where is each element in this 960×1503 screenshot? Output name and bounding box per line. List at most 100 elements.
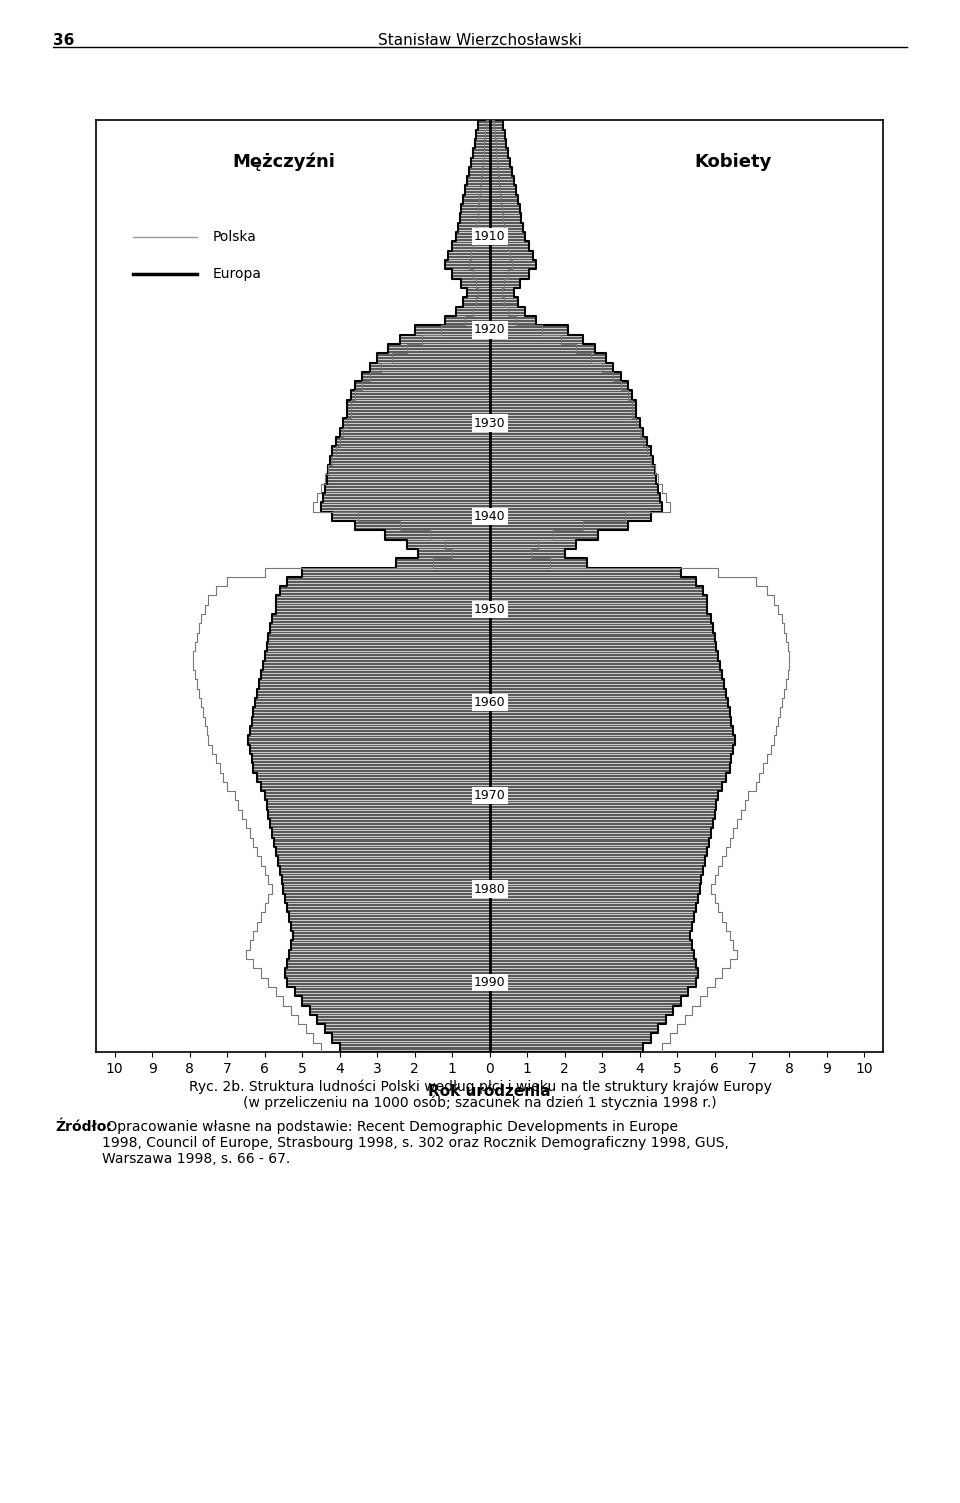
Bar — [490, 428, 643, 437]
Bar — [407, 540, 490, 549]
Text: (w przeliczeniu na 1000 osób; szacunek na dzień 1 stycznia 1998 r.): (w przeliczeniu na 1000 osób; szacunek n… — [243, 1096, 717, 1111]
Bar — [485, 129, 490, 138]
Bar — [490, 903, 718, 912]
Bar — [348, 400, 490, 409]
Bar — [490, 195, 501, 204]
Bar — [490, 996, 700, 1006]
X-axis label: Rok urodzenia: Rok urodzenia — [428, 1084, 551, 1099]
Bar — [490, 1024, 677, 1034]
Bar — [344, 418, 490, 428]
Text: Kobiety: Kobiety — [695, 153, 772, 171]
Bar — [452, 269, 490, 278]
Bar — [204, 604, 490, 615]
Bar — [490, 335, 584, 344]
Bar — [490, 231, 525, 242]
Bar — [472, 307, 490, 316]
Bar — [490, 633, 714, 642]
Bar — [490, 875, 702, 884]
Bar — [265, 866, 490, 875]
Bar — [433, 558, 490, 568]
Bar — [299, 1015, 490, 1024]
Bar — [490, 428, 639, 437]
Bar — [490, 437, 643, 446]
Bar — [490, 828, 710, 837]
Bar — [490, 464, 655, 475]
Bar — [197, 679, 490, 688]
Bar — [313, 502, 490, 511]
Bar — [490, 455, 651, 464]
Bar — [478, 213, 490, 222]
Bar — [212, 744, 490, 755]
Text: 1910: 1910 — [474, 230, 505, 243]
Bar — [348, 418, 490, 428]
Bar — [490, 278, 519, 289]
Bar — [490, 624, 784, 633]
Bar — [490, 1006, 692, 1015]
Bar — [340, 428, 490, 437]
Bar — [490, 679, 724, 688]
Bar — [194, 661, 490, 670]
Bar — [216, 755, 490, 764]
Bar — [490, 242, 529, 251]
Bar — [490, 289, 514, 298]
Bar — [490, 335, 561, 344]
Bar — [490, 269, 509, 278]
Bar — [490, 661, 720, 670]
Bar — [250, 726, 490, 735]
Text: 1980: 1980 — [473, 882, 506, 896]
Bar — [324, 1024, 490, 1034]
Bar — [490, 213, 503, 222]
Bar — [490, 307, 525, 316]
Bar — [490, 242, 508, 251]
Bar — [490, 344, 576, 353]
Bar — [490, 446, 651, 455]
Bar — [490, 755, 732, 764]
Bar — [490, 604, 779, 615]
Text: 1950: 1950 — [473, 603, 506, 616]
Bar — [490, 921, 726, 930]
Bar — [490, 289, 501, 298]
Bar — [490, 708, 730, 717]
Bar — [482, 167, 490, 176]
Bar — [328, 464, 490, 475]
Bar — [490, 884, 700, 894]
Bar — [351, 400, 490, 409]
Bar — [456, 307, 490, 316]
Bar — [291, 1006, 490, 1015]
Bar — [263, 661, 490, 670]
Bar — [328, 464, 490, 475]
Bar — [269, 894, 490, 903]
Bar — [490, 642, 716, 651]
Bar — [261, 968, 490, 977]
Bar — [485, 138, 490, 149]
Bar — [466, 316, 490, 325]
Bar — [246, 819, 490, 828]
Bar — [216, 586, 490, 595]
Bar — [261, 782, 490, 791]
Bar — [490, 213, 521, 222]
Bar — [490, 586, 767, 595]
Bar — [490, 446, 647, 455]
Bar — [257, 688, 490, 697]
Bar — [490, 149, 509, 158]
Text: 1970: 1970 — [473, 789, 506, 803]
Bar — [490, 670, 787, 679]
Bar — [464, 195, 490, 204]
Bar — [490, 968, 722, 977]
Bar — [283, 996, 490, 1006]
Bar — [484, 149, 490, 158]
Bar — [469, 260, 490, 269]
Bar — [478, 120, 490, 129]
Bar — [478, 204, 490, 213]
Bar — [490, 577, 696, 586]
Bar — [490, 167, 512, 176]
Bar — [285, 968, 490, 977]
Bar — [419, 549, 490, 558]
Bar — [490, 222, 504, 231]
Bar — [261, 857, 490, 866]
Bar — [490, 511, 625, 522]
Bar — [490, 475, 659, 484]
Text: Stanisław Wierzchosławski: Stanisław Wierzchosławski — [378, 33, 582, 48]
Bar — [321, 502, 490, 511]
Bar — [490, 158, 510, 167]
